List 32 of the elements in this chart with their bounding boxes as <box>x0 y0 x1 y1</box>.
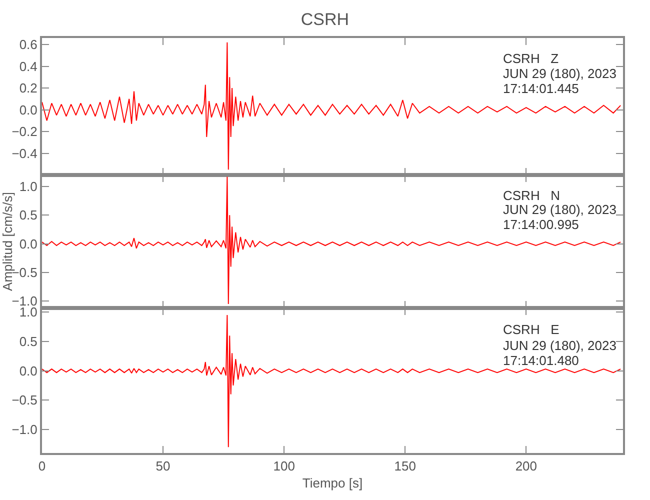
chart-title: CSRH <box>300 10 350 29</box>
annotation: 17:14:01.480 <box>503 353 579 368</box>
line-series <box>42 42 622 170</box>
line-series <box>42 314 622 448</box>
y-tick-label: 0.5 <box>19 334 38 350</box>
y-tick-label: 0.0 <box>19 102 38 118</box>
y-tick-label: −0.4 <box>12 146 38 161</box>
x-tick-label: 100 <box>273 458 295 474</box>
x-axis-title: Tiempo [s] <box>302 476 363 491</box>
annotation: JUN 29 (180), 2023 <box>503 338 616 353</box>
y-tick-label: 1.0 <box>19 179 38 194</box>
annotation: JUN 29 (180), 2023 <box>503 66 616 81</box>
y-tick-label: 0.5 <box>19 208 38 223</box>
annotation: 17:14:00.995 <box>503 217 579 232</box>
y-tick-label: 0.4 <box>19 58 38 74</box>
annotation: 17:14:01.445 <box>503 81 579 96</box>
x-tick-label: 50 <box>156 458 170 474</box>
x-tick-label: 150 <box>394 458 416 474</box>
annotation: CSRH Z <box>503 51 559 66</box>
line-series <box>42 176 622 304</box>
annotation: CSRH E <box>503 322 560 337</box>
x-tick-label: 200 <box>515 458 538 474</box>
y-tick-label: −1.0 <box>12 422 38 438</box>
y-tick-label: 0.0 <box>19 236 38 252</box>
x-tick-label: 0 <box>38 458 46 474</box>
annotation: JUN 29 (180), 2023 <box>503 202 616 217</box>
annotation: CSRH N <box>503 188 560 203</box>
y-tick-label: 0.2 <box>19 80 38 96</box>
y-tick-label: 0.0 <box>19 363 38 378</box>
y-tick-label: −0.2 <box>12 124 38 140</box>
y-tick-label: −0.5 <box>12 392 38 408</box>
y-tick-label: 0.6 <box>19 37 38 52</box>
